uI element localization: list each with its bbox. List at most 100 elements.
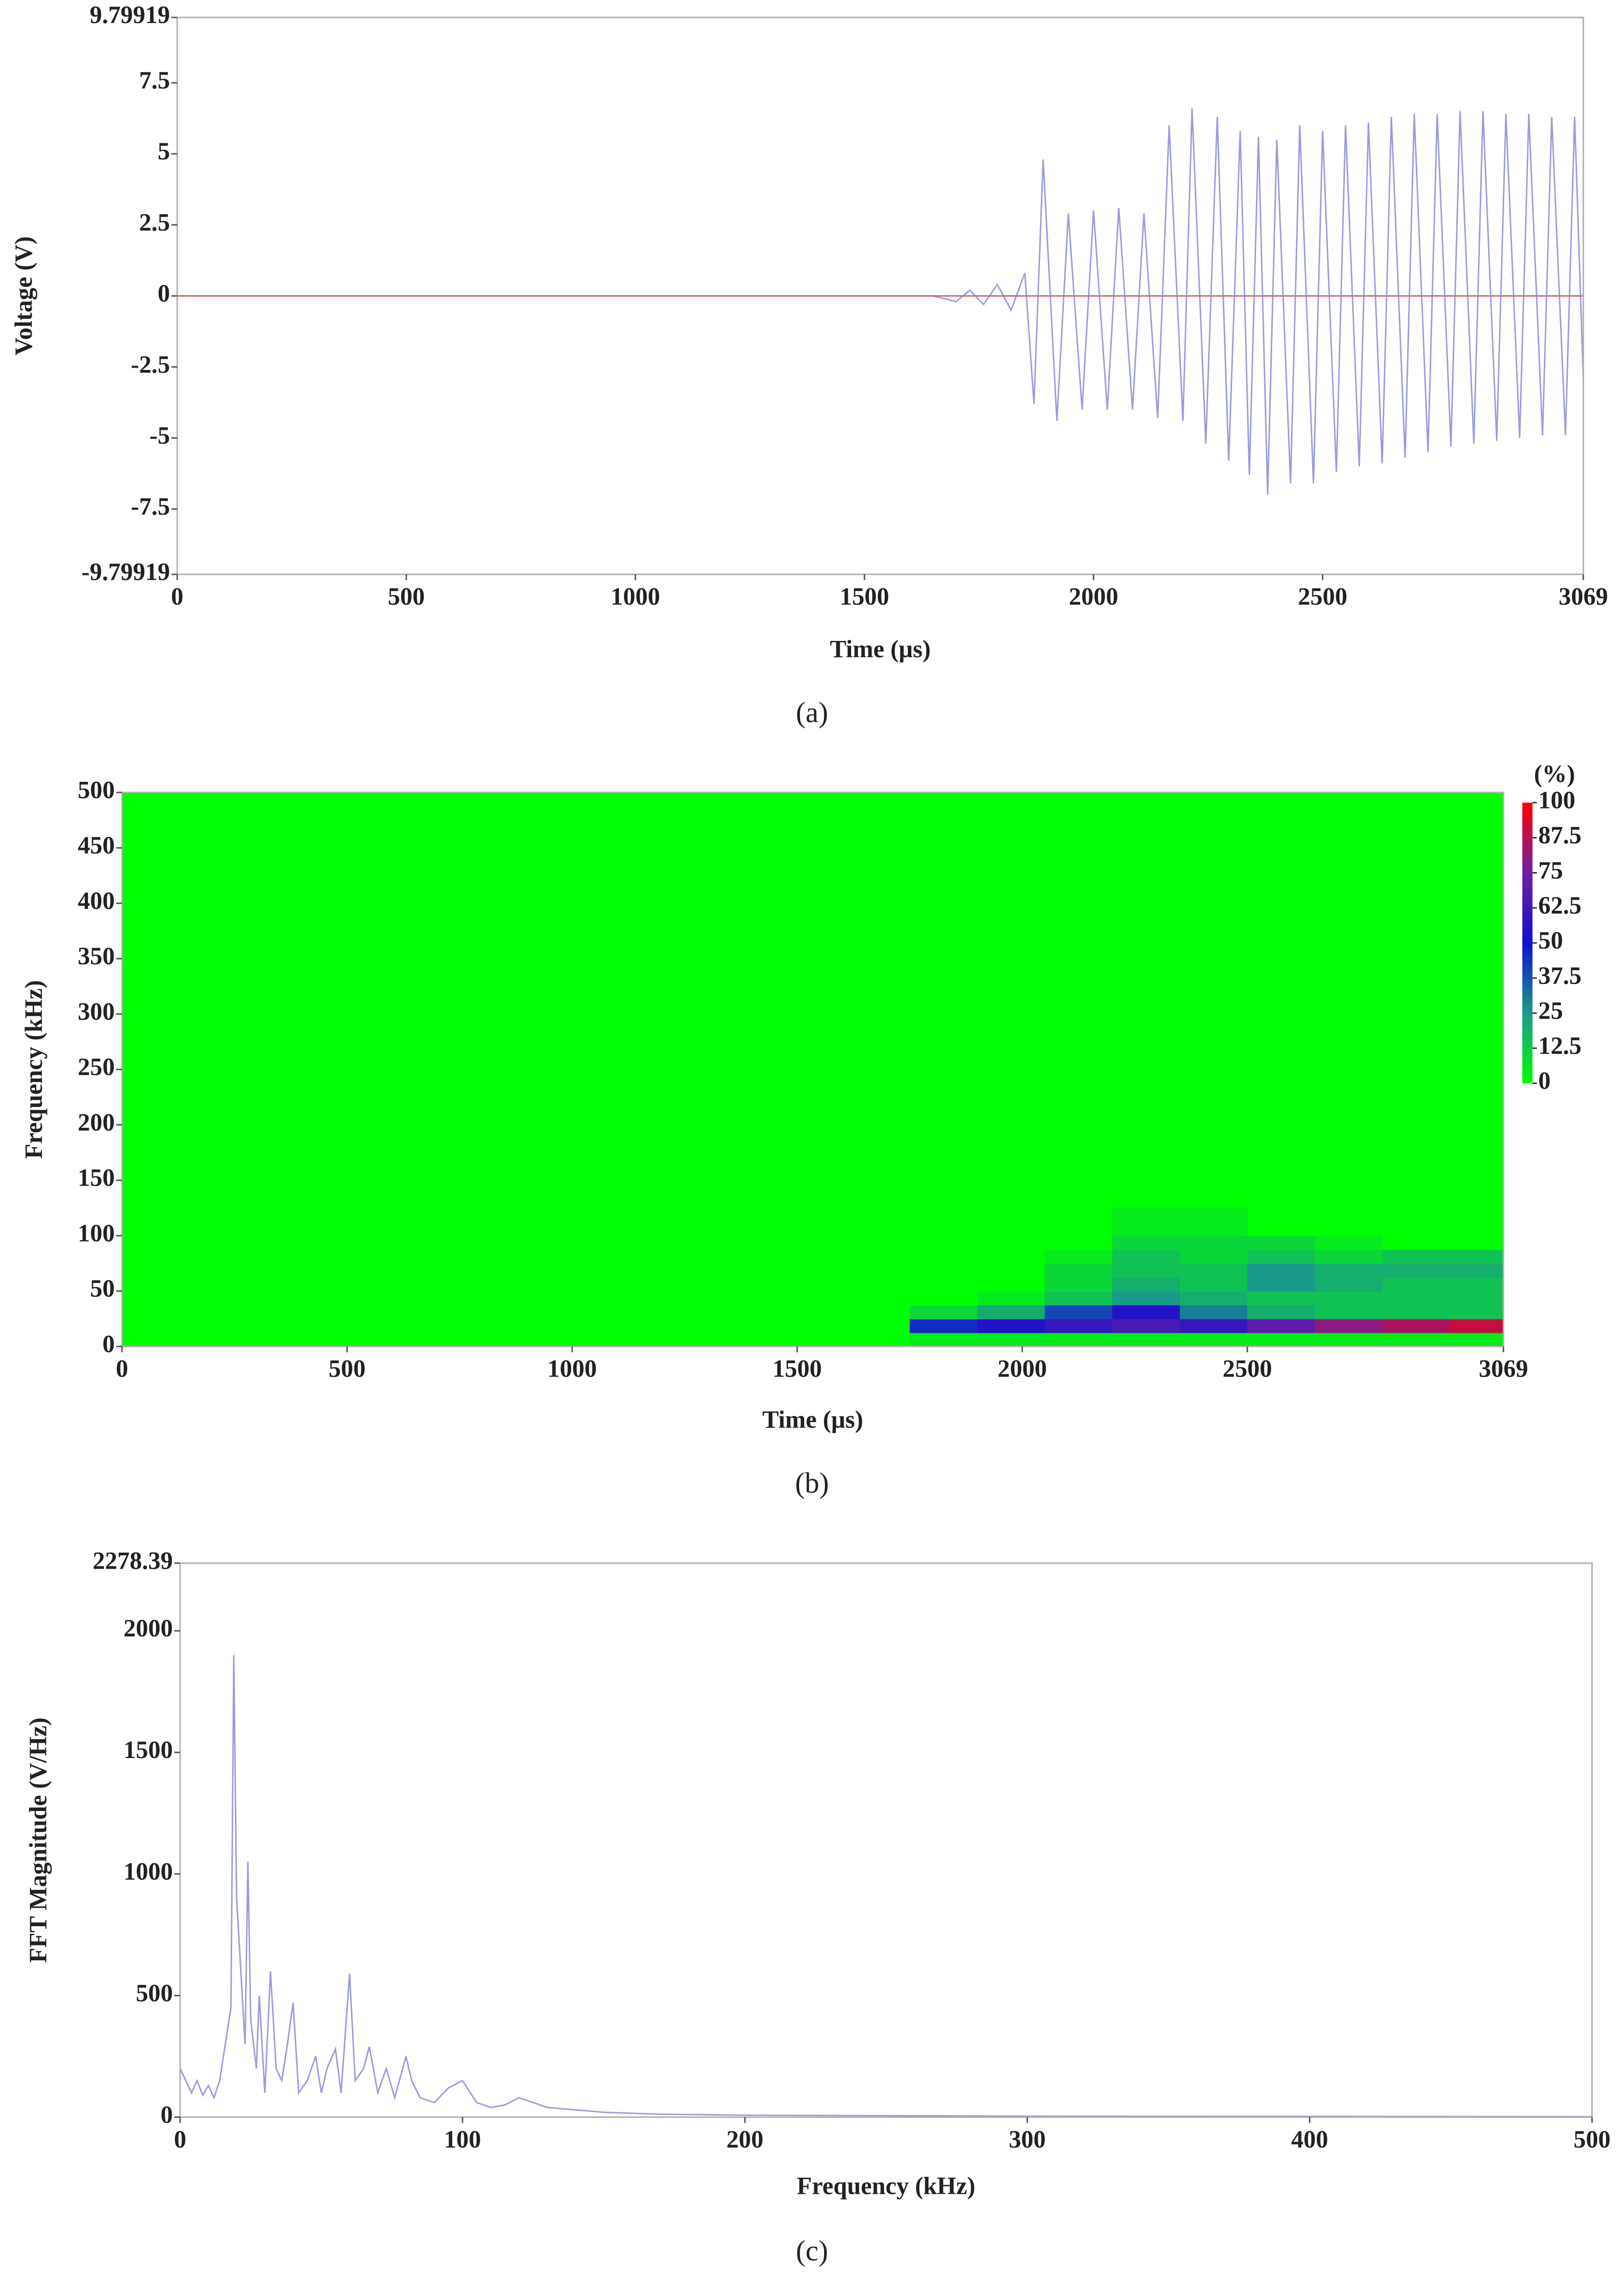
heatmap-cell (1449, 1263, 1504, 1278)
x-tick-label: 1000 (548, 1355, 597, 1383)
heatmap-cell (910, 1263, 978, 1278)
chart: (%)012.52537.55062.57587.510005010015020… (20, 760, 1582, 1499)
heatmap-cell (1180, 1263, 1248, 1278)
heatmap-cell (1382, 1249, 1450, 1264)
heatmap-cell (1314, 1277, 1383, 1292)
heatmap-cell (977, 1208, 1046, 1237)
heatmap-cell (122, 1263, 911, 1278)
y-tick-label: 0 (161, 2101, 173, 2128)
heatmap-cell (1449, 1277, 1504, 1292)
heatmap-cell (1045, 1236, 1113, 1250)
heatmap-cell (1045, 1332, 1113, 1347)
heatmap-cell (1045, 1208, 1113, 1237)
x-tick-label: 500 (1573, 2125, 1610, 2153)
heatmap-cell (1045, 1277, 1113, 1292)
heatmap-cell (977, 1263, 1046, 1278)
heatmap-cell (1314, 1319, 1383, 1333)
y-tick-label: -7.5 (131, 492, 170, 520)
y-tick-label: 2278.39 (93, 1547, 173, 1574)
heatmap-cell (1314, 792, 1383, 1209)
y-tick-label: 2000 (123, 1614, 173, 1642)
heatmap-cell (977, 1291, 1046, 1306)
caption: (a) (796, 696, 828, 728)
y-tick-label: 400 (78, 887, 115, 914)
x-axis-label: Time (µs) (762, 1406, 863, 1433)
x-tick-label: 400 (1291, 2125, 1328, 2153)
heatmap-cell (910, 1305, 978, 1319)
y-tick-label: 9.79919 (90, 1, 170, 29)
heatmap-cell (977, 1236, 1046, 1250)
heatmap-cell (1180, 1277, 1248, 1292)
y-tick-label: 200 (78, 1108, 115, 1136)
heatmap-cell (910, 1277, 978, 1292)
colorbar (1522, 803, 1533, 1084)
heatmap-cell (1112, 1249, 1180, 1264)
heatmap-cell (977, 1319, 1046, 1333)
heatmap-cell (910, 1208, 978, 1237)
y-tick-label: 1000 (123, 1858, 173, 1885)
y-tick-label: 300 (78, 997, 115, 1025)
heatmap-cell (910, 1291, 978, 1306)
heatmap-cell (1112, 1208, 1180, 1237)
heatmap-cell (1382, 1332, 1450, 1347)
heatmap-cell (1314, 1332, 1383, 1347)
heatmap-cell (1449, 1236, 1504, 1250)
heatmap-cell (1247, 1208, 1315, 1237)
heatmap-cell (1449, 792, 1504, 1209)
y-tick-label: -5 (149, 422, 170, 449)
heatmap-cell (1045, 1249, 1113, 1264)
chart: 0 500 1000 1500 2000 2278.39 0 100 200 300 400 500 F… (24, 1547, 1611, 2267)
heatmap-cell (1247, 1291, 1315, 1306)
x-tick-label: 1000 (611, 583, 660, 610)
heatmap-cell (1180, 1236, 1248, 1250)
x-tick-label: 2500 (1223, 1355, 1272, 1383)
heatmap-cell (1180, 792, 1248, 1209)
heatmap-cell (1382, 1277, 1450, 1292)
y-tick-label: 5 (158, 137, 170, 165)
x-tick-label: 300 (1009, 2125, 1046, 2153)
heatmap-cell (977, 1249, 1046, 1264)
heatmap-cell (1382, 1208, 1450, 1237)
x-tick-label: 1500 (772, 1355, 822, 1383)
heatmap-cell (977, 1332, 1046, 1347)
heatmap-cell (910, 1332, 978, 1347)
y-axis-label: FFT Magnitude (V/Hz) (24, 1717, 52, 1963)
x-tick-label: 3069 (1479, 1355, 1528, 1383)
heatmap-cell (1180, 1319, 1248, 1333)
x-tick-label: 0 (116, 1355, 129, 1383)
heatmap-cell (1045, 1291, 1113, 1306)
heatmap-cell (122, 1291, 911, 1306)
heatmap-cell (122, 792, 911, 1209)
plot-frame (179, 1562, 1593, 2118)
heatmap-cell (910, 1249, 978, 1264)
heatmap-cell (1449, 1305, 1504, 1319)
heatmap-cell (910, 1319, 978, 1333)
heatmap-cell (1045, 1305, 1113, 1319)
heatmap-cell (977, 1277, 1046, 1292)
heatmap-cell (1382, 1319, 1450, 1333)
heatmap-cell (1247, 1263, 1315, 1278)
y-tick-label: -9.79919 (82, 558, 170, 586)
heatmap-cell (1382, 1291, 1450, 1306)
heatmap-cell (1382, 792, 1450, 1209)
y-tick-label: 100 (78, 1219, 115, 1247)
caption: (b) (795, 1467, 829, 1499)
y-tick-label: -2.5 (131, 351, 170, 378)
x-tick-label: 2000 (998, 1355, 1047, 1383)
data-line (177, 108, 1584, 495)
heatmap-cell (1112, 792, 1180, 1209)
heatmap-cell (1247, 1236, 1315, 1250)
heatmap-cell (1112, 1277, 1180, 1292)
y-tick-label: 1500 (123, 1736, 173, 1764)
heatmap-cell (1247, 792, 1315, 1209)
heatmap-cell (1045, 792, 1113, 1209)
heatmap-cell (910, 792, 978, 1209)
colorbar-tick-label: 87.5 (1538, 821, 1582, 849)
heatmap-cell (122, 1277, 911, 1292)
x-tick-label: 200 (726, 2125, 763, 2153)
x-tick-label: 500 (388, 583, 425, 610)
y-tick-label: 250 (78, 1053, 115, 1081)
heatmap-cell (1112, 1332, 1180, 1347)
heatmap-cell (1112, 1291, 1180, 1306)
